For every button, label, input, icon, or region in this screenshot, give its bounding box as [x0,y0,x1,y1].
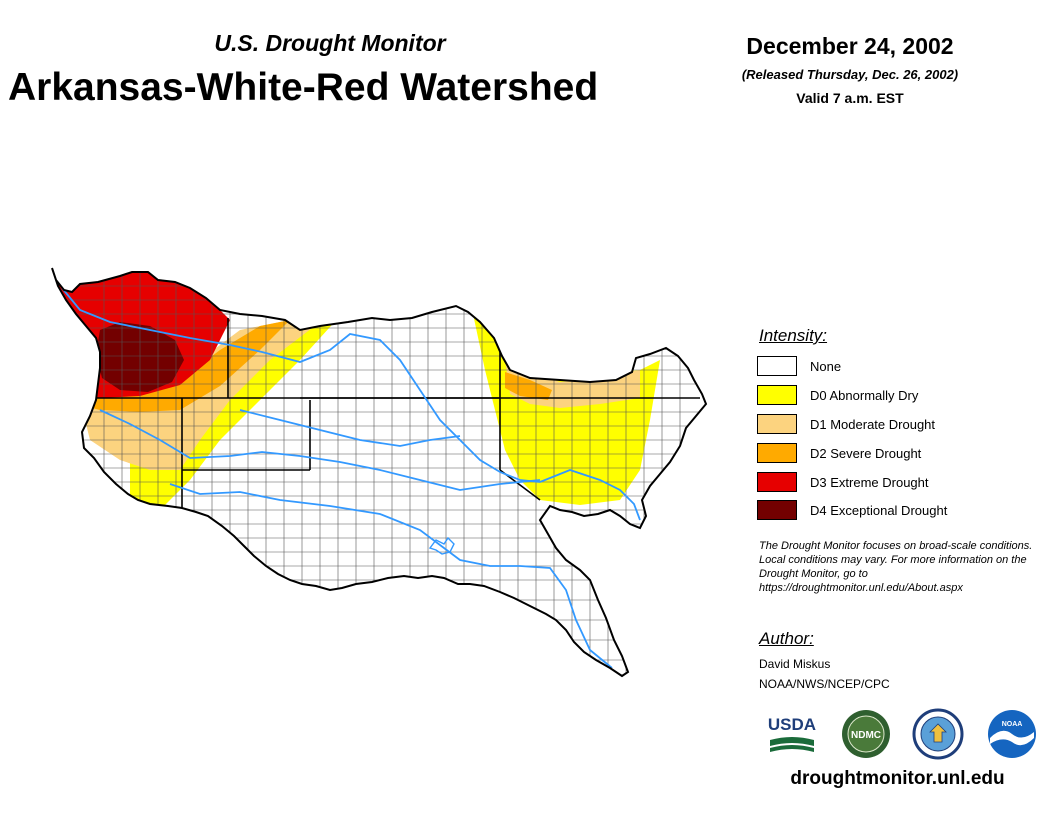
watershed-drought-map [51,267,708,678]
watershed-boundary [51,267,708,678]
noaa-logo: NOAA [988,710,1036,758]
legend-item-d4: D4 Exceptional Drought [757,499,947,521]
legend-label: D4 Exceptional Drought [810,502,948,518]
legend-item-d1: D1 Moderate Drought [757,413,935,435]
rivers [61,287,641,669]
usda-logo: USDA [768,715,816,752]
legend-item-d0: D0 Abnormally Dry [757,384,918,406]
legend-item-d2: D2 Severe Drought [757,442,921,464]
legend-swatch [757,414,797,434]
usda-logo-text: USDA [768,715,816,734]
legend-swatch [757,443,797,463]
author-name: David Miskus [759,657,831,671]
legend-swatch [757,472,797,492]
author-heading: Author: [759,629,814,648]
map-title: Arkansas-White-Red Watershed [8,66,599,109]
doc-seal-logo [912,708,964,760]
legend-item-d3: D3 Extreme Drought [757,471,929,493]
info-note: The Drought Monitor focuses on broad-sca… [759,540,1033,594]
legend-label: D2 Severe Drought [810,445,922,461]
legend-swatch [757,385,797,405]
legend-swatch [757,356,797,376]
site-url[interactable]: droughtmonitor.unl.edu [790,768,1005,789]
legend-label: D3 Extreme Drought [810,474,929,490]
legend-item-none: None [757,355,841,377]
release-date: (Released Thursday, Dec. 26, 2002) [741,67,959,82]
legend-label: None [810,358,842,374]
map-date: December 24, 2002 [746,33,954,59]
ndmc-logo: NDMC [842,710,890,758]
noaa-logo-text: NOAA [1002,721,1023,728]
ndmc-logo-text: NDMC [851,730,881,741]
map-subtitle: U.S. Drought Monitor [214,30,446,56]
author-organization: NOAA/NWS/NCEP/CPC [759,677,890,691]
legend-title: Intensity: [759,326,828,345]
legend-label: D1 Moderate Drought [810,416,936,432]
legend-label: D0 Abnormally Dry [810,387,919,403]
valid-time: Valid 7 a.m. EST [796,90,904,106]
legend-swatch [757,500,797,520]
